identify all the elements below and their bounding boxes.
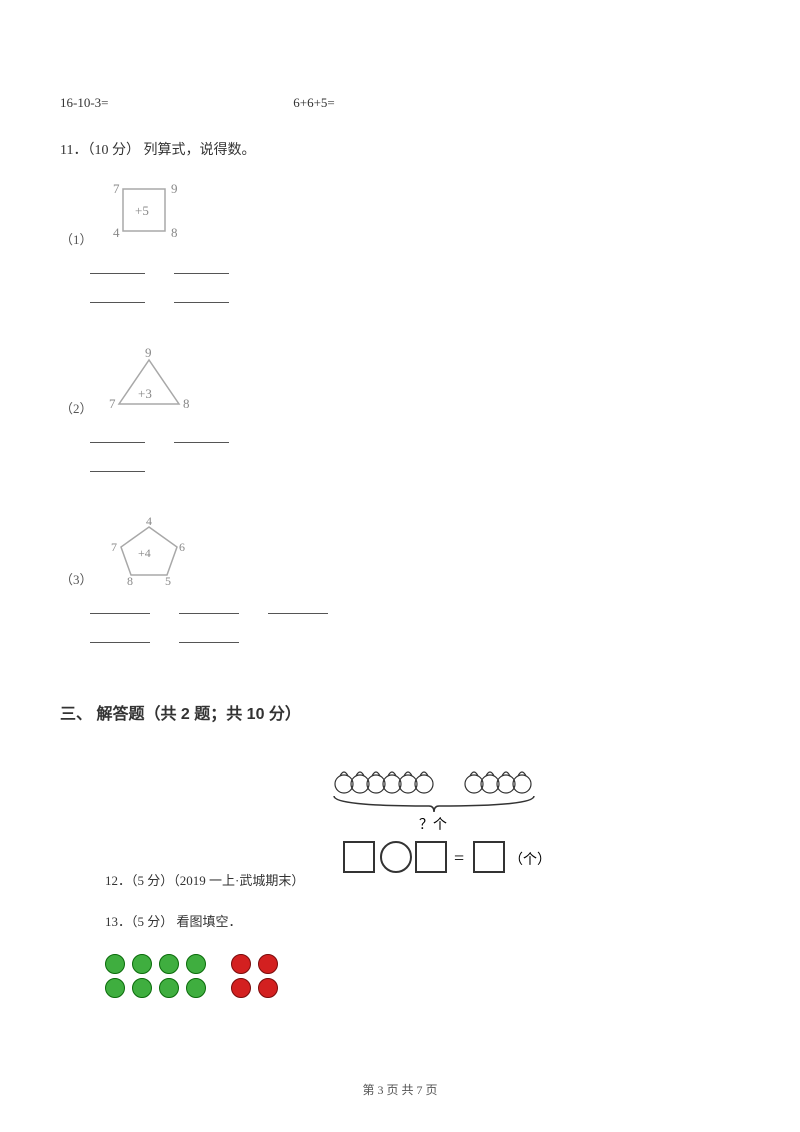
q11-sub3-label: （3） bbox=[60, 569, 93, 592]
q11-sub2: （2） 9 +3 7 8 bbox=[60, 346, 740, 421]
q11-sub1-blanks bbox=[90, 262, 740, 320]
blank[interactable] bbox=[174, 262, 229, 274]
sq-br: 8 bbox=[171, 225, 178, 240]
blank[interactable] bbox=[179, 602, 239, 614]
q11-sub2-blanks bbox=[90, 431, 740, 489]
dot-green-icon bbox=[159, 954, 179, 974]
tri-center: +3 bbox=[138, 386, 152, 401]
dots-row-1 bbox=[105, 954, 740, 974]
brace-icon bbox=[334, 796, 534, 812]
blank[interactable] bbox=[90, 291, 145, 303]
pent-right: 6 bbox=[179, 540, 185, 554]
equals-sign: = bbox=[454, 848, 464, 868]
blank[interactable] bbox=[90, 431, 145, 443]
equation-left: 16-10-3= bbox=[60, 95, 290, 111]
q12-figure: ？个 = （个） bbox=[314, 754, 574, 889]
dot-green-icon bbox=[105, 978, 125, 998]
q11-title: 11．（10 分） 列算式，说得数。 bbox=[60, 139, 740, 159]
dot-red-icon bbox=[231, 954, 251, 974]
square-shape: 7 9 +5 4 8 bbox=[99, 177, 189, 252]
q11-sub1-label: （1） bbox=[60, 229, 93, 252]
pent-br: 5 bbox=[165, 574, 171, 587]
q11-sub3: （3） 4 6 5 8 7 +4 bbox=[60, 515, 740, 592]
dots-row-2 bbox=[105, 978, 740, 998]
dot-red-icon bbox=[258, 954, 278, 974]
blank[interactable] bbox=[90, 631, 150, 643]
tri-br: 8 bbox=[183, 396, 190, 411]
pentagon-shape: 4 6 5 8 7 +4 bbox=[99, 515, 199, 592]
blank[interactable] bbox=[90, 460, 145, 472]
blank[interactable] bbox=[179, 631, 239, 643]
dot-green-icon bbox=[132, 954, 152, 974]
q12-row: 12．（5 分）（2019 一上·武城期末） ？个 bbox=[105, 754, 740, 889]
pent-left: 7 bbox=[111, 540, 117, 554]
answer-box[interactable] bbox=[416, 842, 446, 872]
blank[interactable] bbox=[90, 262, 145, 274]
q11-sub3-blanks bbox=[90, 602, 740, 660]
dot-green-icon bbox=[132, 978, 152, 998]
q12-label: 12．（5 分）（2019 一上·武城期末） bbox=[105, 870, 304, 889]
dot-red-icon bbox=[231, 978, 251, 998]
section3-title: 三、 解答题（共 2 题；共 10 分） bbox=[60, 700, 740, 724]
answer-box[interactable] bbox=[344, 842, 374, 872]
dot-green-icon bbox=[105, 954, 125, 974]
blank[interactable] bbox=[174, 291, 229, 303]
dot-red-icon bbox=[258, 978, 278, 998]
pent-top: 4 bbox=[146, 515, 152, 528]
sq-bl: 4 bbox=[113, 225, 120, 240]
pent-center: +4 bbox=[138, 546, 151, 560]
operator-circle[interactable] bbox=[381, 842, 411, 872]
tri-bl: 7 bbox=[109, 396, 116, 411]
blank[interactable] bbox=[90, 602, 150, 614]
dot-green-icon bbox=[186, 978, 206, 998]
tri-top: 9 bbox=[145, 346, 152, 360]
q13-title: 13．（5 分） 看图填空． bbox=[105, 911, 740, 930]
q11-sub2-label: （2） bbox=[60, 398, 93, 421]
sq-tr: 9 bbox=[171, 181, 178, 196]
equation-row: 16-10-3= 6+6+5= bbox=[60, 95, 740, 111]
dot-green-icon bbox=[159, 978, 179, 998]
q12-unit: （个） bbox=[509, 852, 551, 868]
equation-right: 6+6+5= bbox=[293, 95, 335, 110]
sq-center: +5 bbox=[135, 203, 149, 218]
answer-box[interactable] bbox=[474, 842, 504, 872]
blank[interactable] bbox=[268, 602, 328, 614]
page-footer: 第 3 页 共 7 页 bbox=[0, 1081, 800, 1098]
q11-sub1: （1） 7 9 +5 4 8 bbox=[60, 177, 740, 252]
q12-qmark: ？个 bbox=[419, 817, 447, 833]
triangle-shape: 9 +3 7 8 bbox=[99, 346, 199, 421]
sq-tl: 7 bbox=[113, 181, 120, 196]
blank[interactable] bbox=[174, 431, 229, 443]
dot-green-icon bbox=[186, 954, 206, 974]
pent-bl: 8 bbox=[127, 574, 133, 587]
